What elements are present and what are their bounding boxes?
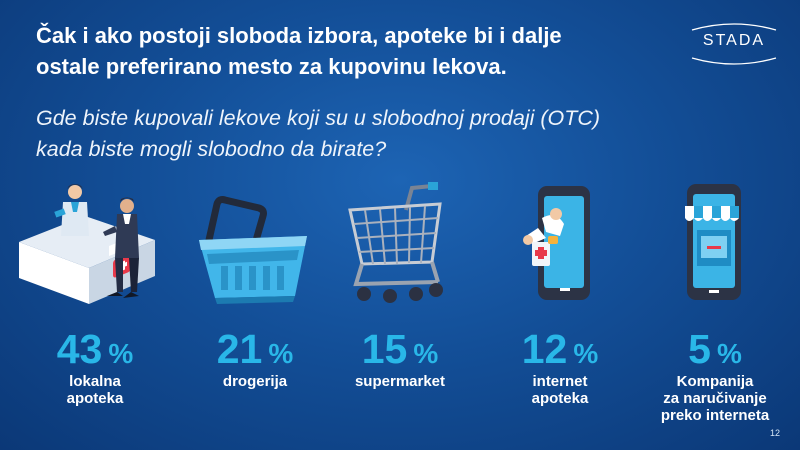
pharmacy-counter-icon <box>15 180 175 310</box>
category-label-line: apoteka <box>531 390 589 407</box>
category-label-line: lokalna <box>69 373 121 390</box>
stat-2: 21% drogerija <box>175 327 335 390</box>
stat-percent-number: 21 <box>216 326 263 372</box>
stat-percent-sign: % <box>108 338 134 369</box>
category-label-line: internet <box>532 373 588 390</box>
survey-question: Gde biste kupovali lekove koji su u slob… <box>36 103 716 165</box>
stat-1: 43% lokalna apoteka <box>15 327 175 407</box>
category-label-line: za naručivanje <box>663 390 767 407</box>
stat-category-label: drogerija <box>175 373 335 390</box>
stat-percent-sign: % <box>573 338 599 369</box>
category-label-line: supermarket <box>354 373 446 390</box>
headline-line-1: Čak i ako postoji sloboda izbora, apotek… <box>36 23 562 48</box>
stat-percent-number: 15 <box>361 326 408 372</box>
online-shop-phone-icon <box>635 180 795 310</box>
slide-headline: Čak i ako postoji sloboda izbora, apotek… <box>36 20 676 82</box>
shopping-basket-icon <box>175 180 335 310</box>
stat-value: 21% <box>175 327 335 371</box>
stat-value: 43% <box>15 327 175 371</box>
category-label-line: preko interneta <box>660 407 770 424</box>
stat-3: 15% supermarket <box>320 327 480 390</box>
stat-category-label: Kompanija za naručivanje preko interneta <box>635 373 795 424</box>
stat-category-label: lokalna apoteka <box>15 373 175 407</box>
logo-text: STADA <box>702 32 766 49</box>
stat-category-label: internet apoteka <box>480 373 640 407</box>
headline-line-2: ostale preferirano mesto za kupovinu lek… <box>36 54 507 79</box>
page-number: 12 <box>770 428 781 438</box>
stat-percent-number: 12 <box>521 326 568 372</box>
stada-logo: STADA <box>686 20 782 68</box>
question-line-2: kada biste mogli slobodno da birate? <box>36 137 387 161</box>
stat-value: 15% <box>320 327 480 371</box>
online-pharmacy-phone-icon <box>480 180 640 310</box>
category-label-line: apoteka <box>66 390 124 407</box>
category-label-line: Kompanija <box>676 373 754 390</box>
category-label-line: drogerija <box>222 373 288 390</box>
stat-5: 5% Kompanija za naručivanje preko interneta <box>635 327 795 424</box>
stat-value: 12% <box>480 327 640 371</box>
stat-percent-sign: % <box>716 338 742 369</box>
stat-percent-number: 43 <box>56 326 103 372</box>
stat-percent-sign: % <box>268 338 294 369</box>
stat-percent-number: 5 <box>688 326 711 372</box>
shopping-cart-icon <box>320 180 480 310</box>
stat-4: 12% internet apoteka <box>480 327 640 407</box>
stat-category-label: supermarket <box>320 373 480 390</box>
stat-percent-sign: % <box>413 338 439 369</box>
question-line-1: Gde biste kupovali lekove koji su u slob… <box>36 106 601 130</box>
stat-value: 5% <box>635 327 795 371</box>
